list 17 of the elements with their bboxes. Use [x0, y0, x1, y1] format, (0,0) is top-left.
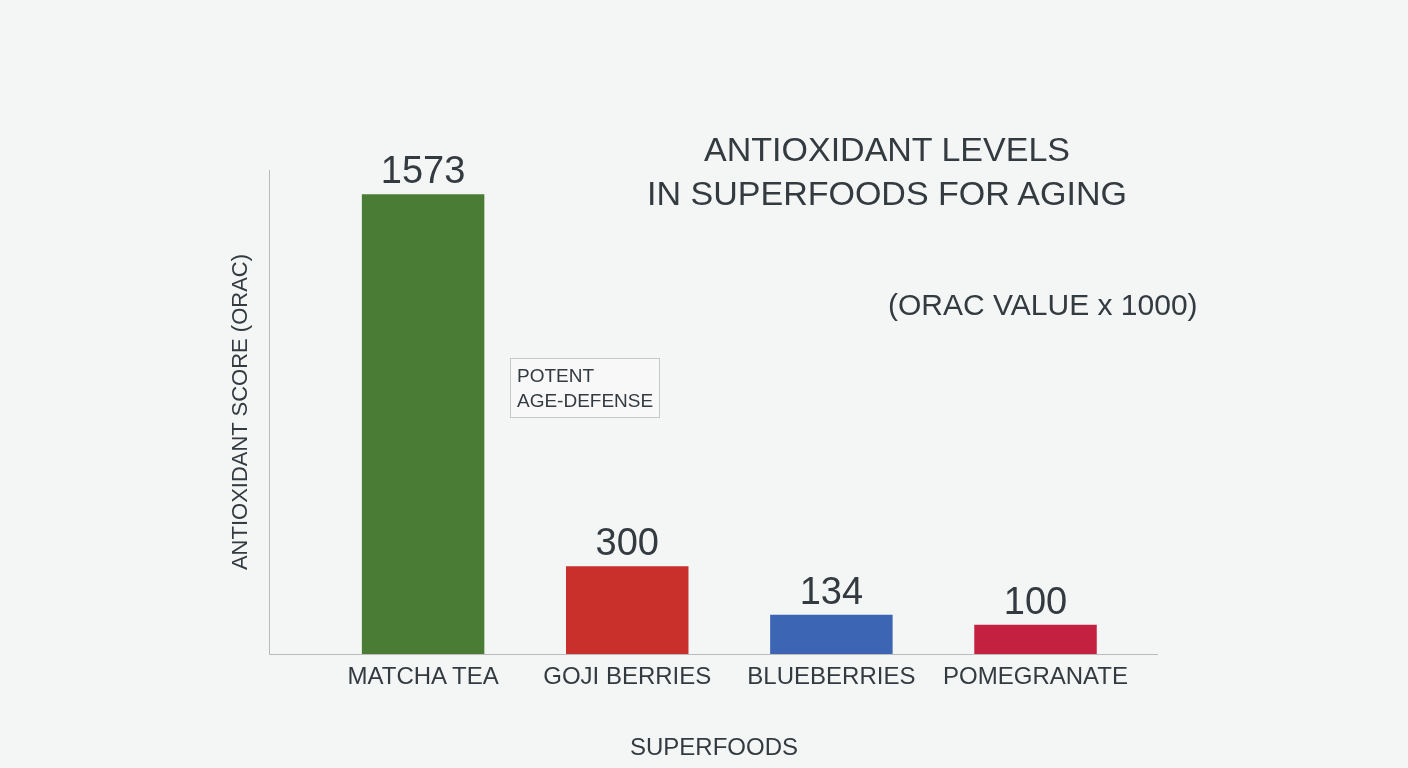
data-label: 134 [799, 569, 864, 612]
x-axis-title: SUPERFOODS [629, 733, 799, 761]
bar [974, 624, 1097, 654]
text: (ORAC VALUE x 1000) [888, 288, 1198, 321]
bar [361, 194, 485, 654]
data-label: 300 [595, 521, 659, 564]
x-tick-label: MATCHA TEA [347, 661, 499, 689]
data-label: 100 [1003, 579, 1068, 622]
bar [770, 614, 893, 654]
x-tick-label: BLUEBERRIES [747, 661, 916, 689]
data-label: 1573 [380, 149, 466, 192]
y-axis-title: ANTIOXIDANT SCORE (ORAC) [226, 253, 252, 571]
chart-title: ANTIOXIDANT LEVELS IN SUPERFOODS FOR AGING [647, 130, 1127, 213]
annotation: POTENT AGE-DEFENSE [517, 365, 654, 411]
bar [566, 566, 689, 654]
x-tick-label: GOJI BERRIES [543, 661, 712, 689]
x-tick-label: POMEGRANATE [943, 661, 1128, 689]
